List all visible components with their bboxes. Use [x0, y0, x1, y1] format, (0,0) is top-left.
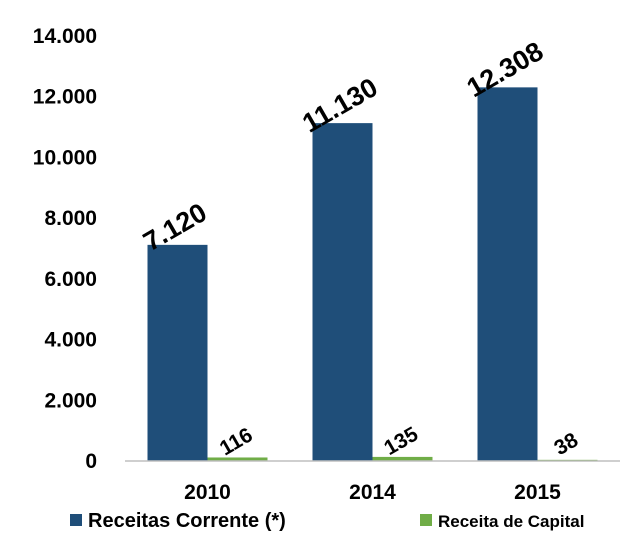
y-tick-label: 14.000	[33, 25, 97, 48]
bar	[147, 244, 208, 461]
legend-label: Receitas Corrente (*)	[88, 510, 286, 532]
y-tick-label: 0	[85, 450, 97, 473]
x-tick-label: 2010	[184, 481, 231, 504]
y-tick-label: 4.000	[44, 329, 97, 352]
bar	[207, 457, 268, 461]
y-tick-label: 8.000	[44, 207, 97, 230]
data-label: 135	[380, 422, 422, 460]
y-tick-label: 12.000	[33, 86, 97, 109]
x-tick-label: 2015	[514, 481, 561, 504]
data-label: 116	[216, 423, 257, 460]
bar	[372, 456, 433, 461]
x-tick-label: 2014	[349, 481, 396, 504]
y-tick-label: 2.000	[44, 389, 97, 412]
y-tick-label: 10.000	[33, 146, 97, 169]
bar	[477, 87, 538, 461]
data-label: 38	[550, 428, 582, 460]
legend-swatch	[420, 514, 432, 526]
y-tick-label: 6.000	[44, 268, 97, 291]
bar	[312, 123, 373, 461]
legend-label: Receita de Capital	[438, 512, 584, 531]
legend-swatch	[70, 514, 82, 526]
